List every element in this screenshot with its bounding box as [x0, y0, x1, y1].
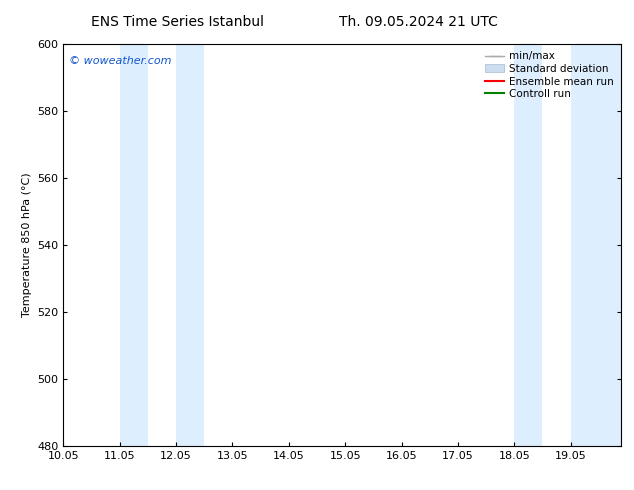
Text: ENS Time Series Istanbul: ENS Time Series Istanbul: [91, 15, 264, 29]
Bar: [514, 44, 543, 446]
Legend: min/max, Standard deviation, Ensemble mean run, Controll run: min/max, Standard deviation, Ensemble me…: [481, 47, 618, 103]
Bar: [120, 44, 148, 446]
Text: © woweather.com: © woweather.com: [69, 56, 171, 66]
Y-axis label: Temperature 850 hPa (°C): Temperature 850 hPa (°C): [22, 172, 32, 318]
Text: Th. 09.05.2024 21 UTC: Th. 09.05.2024 21 UTC: [339, 15, 498, 29]
Bar: [176, 44, 204, 446]
Bar: [571, 44, 621, 446]
